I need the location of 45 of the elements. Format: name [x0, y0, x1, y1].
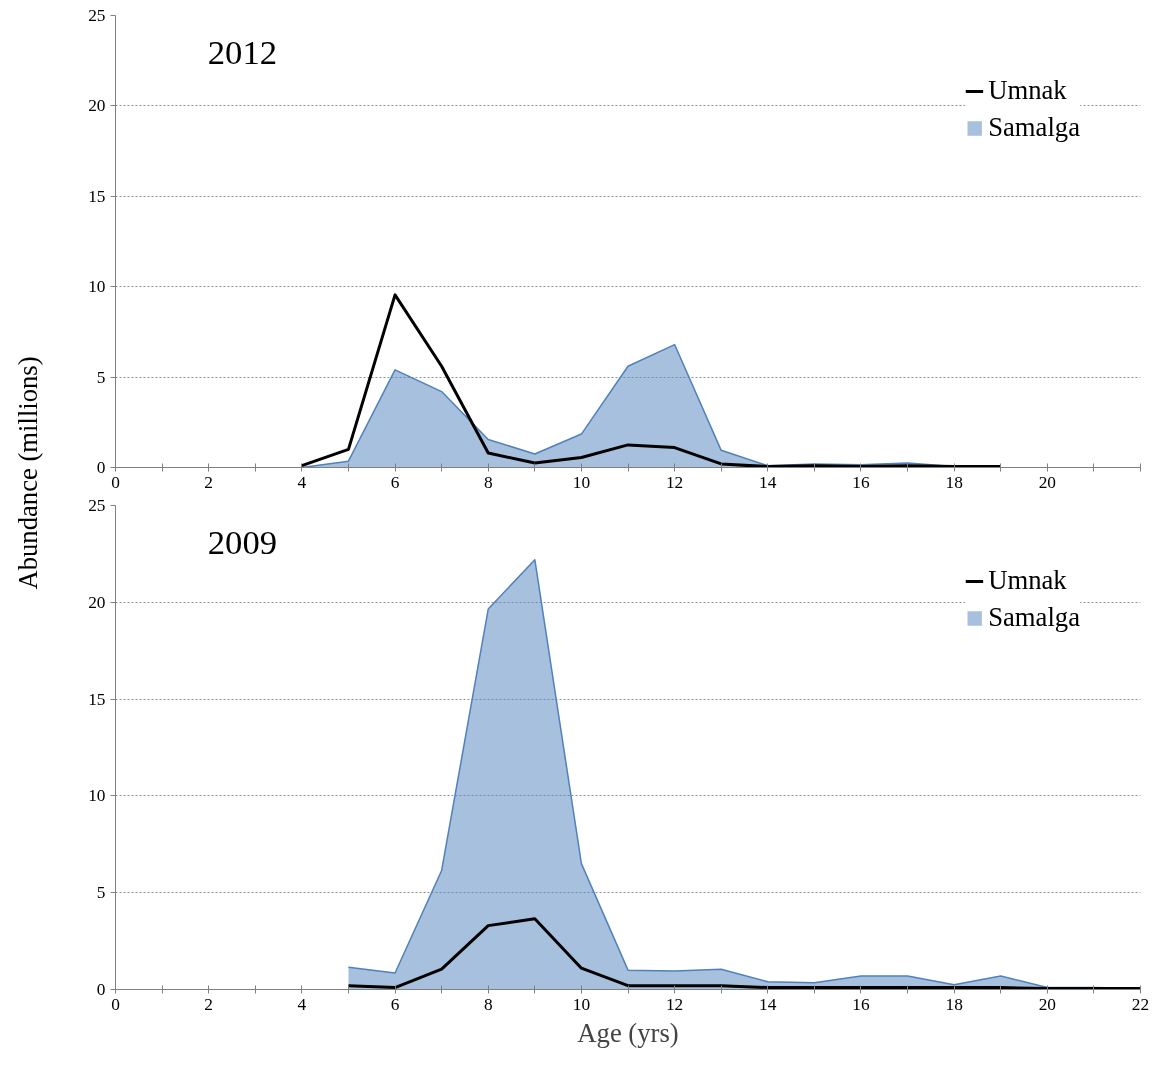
x-tick-label: 0: [111, 472, 120, 492]
x-tick-label: 10: [572, 472, 591, 492]
y-tick-label: 10: [88, 786, 106, 806]
x-tick-label: 4: [297, 994, 307, 1014]
x-tick-label: 2: [204, 472, 214, 492]
text: 2012: [207, 32, 278, 71]
x-tick-label: 12: [665, 472, 684, 492]
y-tick-label: 25: [88, 6, 106, 25]
y-tick-label: 20: [88, 592, 106, 612]
x-tick-label: 8: [483, 994, 493, 1014]
x-tick-label: 16: [852, 994, 870, 1014]
x-tick-label: 16: [852, 472, 870, 492]
legend-label: Samalga: [988, 112, 1080, 143]
x-tick-label: 14: [759, 994, 777, 1014]
legend-label: Umnak: [988, 75, 1067, 106]
y-tick-label: 0: [96, 458, 106, 477]
x-tick-label: 6: [390, 994, 400, 1014]
y-tick-label: 25: [88, 496, 106, 515]
legend-label: Umnak: [988, 565, 1067, 596]
y-tick-label: 10: [88, 277, 106, 297]
x-tick-label: 0: [111, 994, 120, 1014]
legend-label: Samalga: [988, 602, 1080, 633]
x-tick-label: 6: [390, 472, 400, 492]
x-tick-label: 18: [945, 994, 963, 1014]
y-tick-label: 5: [96, 367, 106, 387]
x-tick-label: 20: [1038, 472, 1056, 492]
text: 2009: [207, 522, 278, 561]
y-tick-label: 0: [96, 980, 106, 999]
x-tick-label: 12: [665, 994, 684, 1014]
y-tick-label: 20: [88, 96, 106, 116]
line-series: [300, 293, 1003, 468]
x-tick-label: 18: [945, 472, 963, 492]
x-axis-title: Age (yrs): [577, 1017, 679, 1048]
line-series: [346, 917, 1141, 990]
x-tick-label: 20: [1038, 994, 1056, 1014]
y-tick-label: 15: [88, 689, 106, 709]
x-tick-label: 4: [297, 472, 307, 492]
x-tick-label: 22: [1131, 994, 1150, 1014]
x-tick-label: 14: [759, 472, 777, 492]
x-tick-label: 10: [572, 994, 591, 1014]
y-axis-title: Abundance (millions): [13, 356, 43, 590]
y-tick-label: 15: [88, 186, 106, 206]
x-tick-label: 8: [483, 472, 493, 492]
x-tick-label: 2: [204, 994, 214, 1014]
y-tick-label: 5: [96, 883, 106, 903]
